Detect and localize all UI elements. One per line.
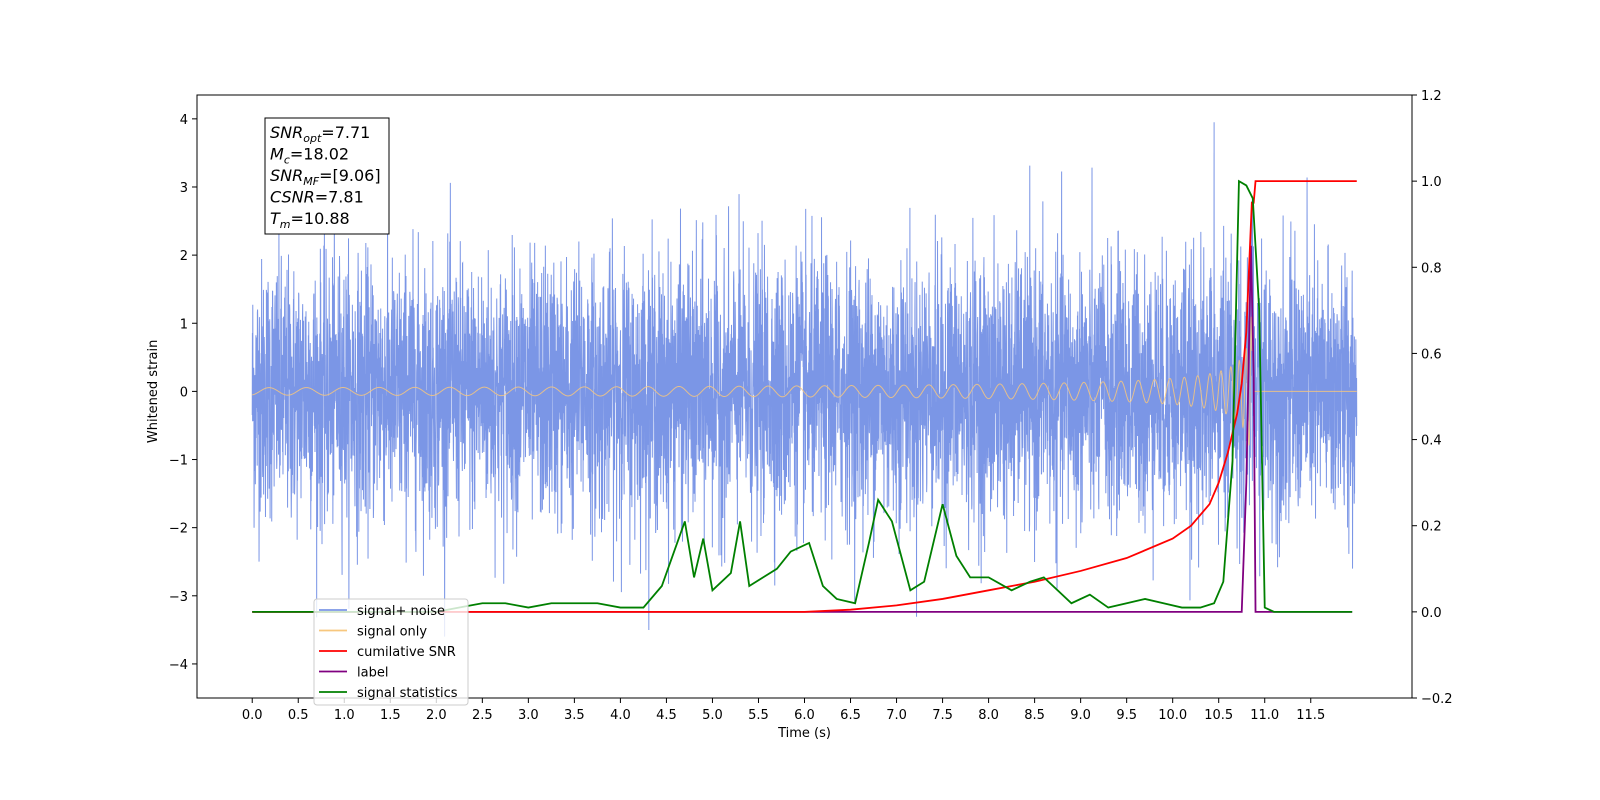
x-tick-label: 5.5 [748, 708, 769, 723]
x-tick-label: 2.5 [472, 708, 493, 723]
annotation-subscript: opt [303, 132, 322, 145]
y-tick-label-right: 0.8 [1421, 261, 1442, 276]
y-axis-right: 1.2 1.0 0.8 0.6 0.4 0.2 0.0 −0.2 [1412, 89, 1453, 707]
y-tick-label-right: −0.2 [1421, 692, 1453, 707]
annotation-symbol: SNR [270, 123, 303, 142]
annotation-line: Tm=10.88 [270, 209, 350, 231]
x-tick-label: 4.0 [610, 708, 631, 723]
y-axis-left: 4 3 2 1 0 −1 −2 −3 −4 [169, 113, 197, 673]
series-layer [251, 122, 1358, 637]
y-tick-label-left: 2 [180, 249, 188, 264]
x-tick-label: 4.5 [656, 708, 677, 723]
annotation-box: SNRopt=7.71Mc=18.02SNRMF=[9.06]CSNR=7.81… [264, 117, 390, 235]
x-axis-label: Time (s) [777, 726, 831, 741]
x-axis: 0.0 0.5 1.0 1.5 2.0 2.5 3.0 3.5 4.0 4.5 5.0 5.5 6.0 6… [242, 698, 1325, 723]
annotation-symbol: CSNR [270, 188, 315, 207]
series-signal-only [252, 316, 1357, 446]
series-label [252, 245, 1353, 613]
y-tick-label-left: 3 [180, 181, 188, 196]
x-tick-label: 9.5 [1116, 708, 1137, 723]
annotation-symbol: SNR [270, 166, 303, 185]
y-tick-label-left: 1 [180, 317, 188, 332]
annotation-frame [264, 117, 390, 235]
legend-label: signal statistics [357, 686, 458, 701]
x-tick-label: 6.5 [840, 708, 861, 723]
legend-label: cumilative SNR [357, 645, 456, 660]
legend-frame [313, 598, 469, 706]
y-tick-label-right: 0.4 [1421, 434, 1442, 449]
annotation-line: SNRopt=7.71 [270, 123, 370, 145]
annotation-value: =7.81 [315, 188, 364, 207]
annotation-value: =10.88 [291, 209, 350, 228]
y-axis-label-left: Whitened strain [146, 340, 161, 443]
y-tick-label-left: 4 [180, 113, 188, 128]
y-tick-label-right: 1.2 [1421, 89, 1442, 104]
legend-label: label [357, 666, 388, 681]
x-tick-label: 10.0 [1158, 708, 1187, 723]
series-signal-statistics [252, 179, 1353, 613]
x-tick-label: 2.0 [426, 708, 447, 723]
annotation-line: Mc=18.02 [270, 145, 349, 167]
legend-label: signal+ noise [357, 604, 445, 619]
annotation-symbol: T [270, 209, 281, 228]
annotation-value: =[9.06] [319, 166, 381, 185]
annotation-subscript: MF [303, 175, 319, 188]
y-tick-label-right: 0.6 [1421, 347, 1442, 362]
annotation-subscript: m [280, 218, 291, 231]
annotation-line: CSNR=7.81 [270, 188, 364, 207]
x-tick-label: 3.5 [564, 708, 585, 723]
y-tick-label-right: 0.2 [1421, 520, 1442, 535]
x-tick-label: 7.0 [886, 708, 907, 723]
x-tick-label: 3.0 [518, 708, 539, 723]
x-tick-label: 6.0 [794, 708, 815, 723]
x-tick-label: 8.5 [1024, 708, 1045, 723]
x-tick-label: 9.0 [1070, 708, 1091, 723]
x-tick-label: 1.5 [380, 708, 401, 723]
x-tick-label: 5.0 [702, 708, 723, 723]
legend: signal+ noise signal only cumilative SNR la… [313, 598, 469, 706]
y-tick-label-left: −2 [169, 522, 188, 537]
x-tick-label: 7.5 [932, 708, 953, 723]
legend-label: signal only [357, 625, 427, 640]
annotation-symbol: M [270, 145, 284, 164]
y-tick-label-left: −1 [169, 454, 188, 469]
annotation-subscript: c [284, 154, 290, 167]
y-tick-label-left: −3 [169, 590, 188, 605]
annotation-value: =18.02 [290, 145, 349, 164]
series-cumulative-snr [252, 180, 1357, 613]
x-tick-label: 11.0 [1250, 708, 1279, 723]
series-signal-noise [251, 122, 1358, 637]
x-tick-label: 11.5 [1296, 708, 1325, 723]
y-tick-label-left: 0 [180, 385, 188, 400]
y-tick-label-left: −4 [169, 658, 188, 673]
annotation-value: =7.71 [321, 123, 370, 142]
x-tick-label: 1.0 [334, 708, 355, 723]
x-tick-label: 0.5 [288, 708, 309, 723]
y-tick-label-right: 0.0 [1421, 606, 1442, 621]
x-tick-label: 10.5 [1204, 708, 1233, 723]
x-tick-label: 0.0 [242, 708, 263, 723]
annotation-line: SNRMF=[9.06] [270, 166, 381, 188]
y-tick-label-right: 1.0 [1421, 175, 1442, 190]
x-tick-label: 8.0 [978, 708, 999, 723]
